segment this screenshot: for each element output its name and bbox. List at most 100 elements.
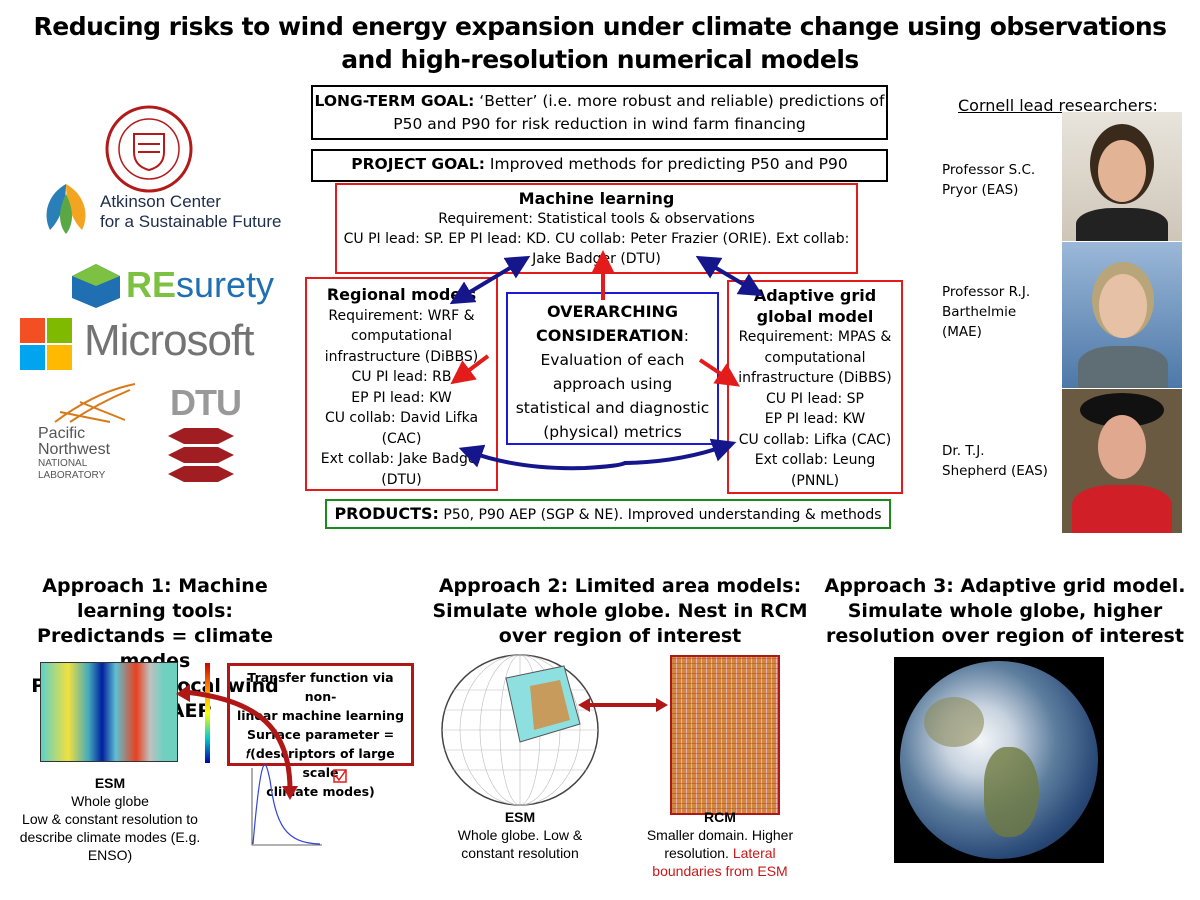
callout-line: Surface parameter = <box>246 727 395 742</box>
regional-line: CU collab: David Lifka <box>324 410 479 426</box>
adaptive-line: Ext collab: Leung <box>754 452 876 468</box>
adaptive-line: EP PI lead: KW <box>764 411 866 427</box>
ml-line: Requirement: Statistical tools & observa… <box>438 211 755 227</box>
name-line: Professor S.C. <box>942 162 1036 178</box>
resurety-rest: surety <box>176 264 275 305</box>
dtu-diamonds-icon <box>168 428 234 482</box>
caption-red: boundaries from ESM <box>652 863 788 879</box>
adaptive-line: CU PI lead: SP <box>766 390 864 407</box>
regional-line: Requirement: WRF & <box>328 307 475 324</box>
ml-line: CU PI lead: SP. EP PI lead: KD. CU colla… <box>343 231 850 247</box>
poster-title: Reducing risks to wind energy expansion … <box>33 12 1168 74</box>
microsoft-windows-icon <box>20 318 72 370</box>
project-goal-label: PROJECT GOAL: <box>351 155 485 173</box>
dtu-logo: DTU <box>170 382 242 423</box>
researchers-heading: Cornell lead researchers: <box>958 96 1158 115</box>
long-term-goal-label: LONG-TERM GOAL: <box>314 92 475 110</box>
name-line: Shepherd (EAS) <box>942 463 1048 479</box>
approach1-graphics <box>176 684 347 846</box>
name-line: Dr. T.J. <box>942 443 985 459</box>
curved-arrow <box>184 689 293 791</box>
photo-shepherd <box>1062 389 1182 533</box>
center-heading1: OVERARCHING <box>546 302 679 321</box>
regional-line: Ext collab: Jake Badger <box>320 451 483 467</box>
center-colon: : <box>683 327 689 345</box>
regional-heading: Regional models <box>326 285 477 304</box>
caption-line: resolution. <box>664 845 733 861</box>
products-text: P50, P90 AEP (SGP & NE). Improved unders… <box>438 507 882 523</box>
wind-speed-pdf-plot <box>251 764 322 846</box>
microsoft-logo: Microsoft <box>84 316 254 365</box>
approach3-heading: Approach 3: Adaptive grid model. Simulate… <box>820 574 1190 649</box>
approach1-line: Approach 1: Machine learning tools: <box>42 575 268 622</box>
adaptive-grid-box: Adaptive grid global model Requirement: M… <box>727 280 903 494</box>
caption-line: Smaller domain. Higher <box>646 827 794 843</box>
adaptive-heading1: Adaptive grid <box>753 286 877 305</box>
callout-line: linear machine learning <box>236 708 405 723</box>
approach3-line: Simulate whole globe, higher <box>847 600 1163 622</box>
pnnl-line4: LABORATORY <box>38 470 106 481</box>
approach1-caption: ESM Whole globe Low & constant resolution … <box>10 774 210 864</box>
researcher-pryor: Professor S.C. Pryor (EAS) <box>942 160 1035 200</box>
resurety-re: RE <box>126 264 177 305</box>
caption-line: Low & constant resolution to <box>22 811 198 827</box>
caption-line: constant resolution <box>461 845 579 861</box>
regional-line: EP PI lead: KW <box>351 389 452 406</box>
researcher-barthelmie: Professor R.J. Barthelmie (MAE) <box>942 282 1030 342</box>
adaptive-line: Requirement: MPAS & <box>738 329 892 345</box>
esm-anomaly-map <box>40 662 178 762</box>
map-colorbar <box>205 663 210 763</box>
atkinson-line2: for a Sustainable Future <box>100 212 282 231</box>
adaptive-heading2: global model <box>756 306 874 326</box>
ml-heading: Machine learning <box>518 189 675 208</box>
pnnl-line3: NATIONAL <box>38 458 88 469</box>
rcm-domain-map <box>670 655 780 815</box>
arrow-regional-adaptive <box>458 438 737 471</box>
center-line: statistical and diagnostic <box>515 399 710 417</box>
approach3-line: Approach 3: Adaptive grid model. <box>824 575 1186 597</box>
rcm-caption: RCM Smaller domain. Higher resolution. Lat… <box>630 808 810 880</box>
products-box: PRODUCTS: P50, P90 AEP (SGP & NE). Impro… <box>325 499 891 529</box>
center-line: approach using <box>552 375 673 393</box>
resurety-hexagon-icon <box>72 264 120 308</box>
caption-line: Whole globe. Low & <box>457 827 583 843</box>
name-line: Barthelmie <box>942 304 1017 320</box>
adaptive-line: (PNNL) <box>790 472 840 489</box>
center-heading2: CONSIDERATION <box>536 326 684 345</box>
long-term-goal-box: LONG-TERM GOAL: ‘Better’ (i.e. more robu… <box>311 85 888 140</box>
resurety-logo: REsurety <box>126 264 274 306</box>
atkinson-line1: Atkinson Center <box>100 192 221 211</box>
project-goal-text: Improved methods for predicting P50 and … <box>485 155 848 173</box>
caption-title: ESM <box>504 809 536 825</box>
adaptive-grid-globe <box>894 657 1104 863</box>
callout-line: Transfer function via non- <box>247 670 394 704</box>
adaptive-line: computational <box>764 349 866 366</box>
pnnl-logo-text: Pacific Northwest NATIONAL LABORATORY <box>38 426 110 482</box>
checkbox-icon <box>333 769 347 783</box>
approach3-line: resolution over region of interest <box>826 625 1184 647</box>
name-line: Pryor (EAS) <box>942 182 1019 198</box>
approach2-line: Simulate whole globe. Nest in RCM <box>432 600 808 622</box>
pnnl-line1: Pacific <box>38 425 86 442</box>
pnnl-logo-icon <box>54 383 136 423</box>
caption-line: ENSO) <box>87 847 133 863</box>
products-label: PRODUCTS: <box>334 504 439 523</box>
adaptive-line: CU collab: Lifka (CAC) <box>738 431 892 448</box>
researcher-shepherd: Dr. T.J. Shepherd (EAS) <box>942 441 1048 481</box>
name-line: (MAE) <box>942 324 982 340</box>
project-goal-box: PROJECT GOAL: Improved methods for predi… <box>311 149 888 182</box>
machine-learning-box: Machine learning Requirement: Statistica… <box>335 183 858 274</box>
approach2-line: Approach 2: Limited area models: <box>438 575 802 597</box>
photo-barthelmie <box>1062 242 1182 388</box>
esm-caption: ESM Whole globe. Low & constant resolution <box>440 808 600 862</box>
overarching-consideration-box: OVERARCHING CONSIDERATION: Evaluation of… <box>506 292 719 445</box>
approach2-heading: Approach 2: Limited area models: Simulate… <box>430 574 810 649</box>
regional-models-box: Regional models Requirement: WRF & comput… <box>305 277 498 491</box>
caption-title: ESM <box>94 775 126 791</box>
center-line: Evaluation of each <box>540 351 685 369</box>
regional-line: computational <box>350 328 452 344</box>
long-term-goal-text: ‘Better’ (i.e. more robust and reliable)… <box>393 92 885 133</box>
regional-line: CU PI lead: RB <box>351 369 452 385</box>
caption-line: Whole globe <box>71 793 149 809</box>
atkinson-logo-text: Atkinson Center for a Sustainable Future <box>100 192 281 232</box>
